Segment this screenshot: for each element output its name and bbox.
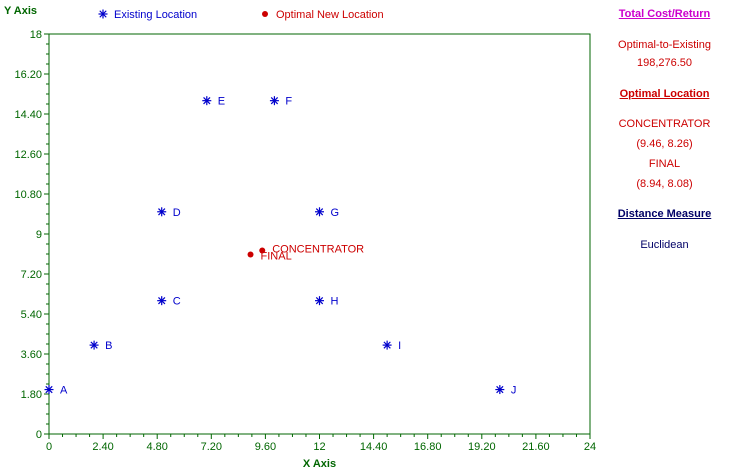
existing-point-g [315, 207, 324, 217]
x-tick-label: 19.20 [468, 441, 496, 453]
legend-optimal-label: Optimal New Location [276, 9, 384, 21]
distance-value: Euclidean [640, 239, 689, 251]
x-tick-label: 9.60 [255, 441, 276, 453]
x-tick-label: 2.40 [92, 441, 113, 453]
legend-existing-label: Existing Location [114, 9, 197, 21]
plot-frame [48, 33, 591, 435]
x-tick-label: 4.80 [146, 441, 167, 453]
point-label-final: FINAL [261, 250, 292, 262]
x-axis-label: X Axis [303, 458, 336, 470]
cost-value: 198,276.50 [636, 57, 693, 69]
y-tick-label: 3.60 [21, 349, 42, 361]
point-label-h: H [331, 296, 339, 308]
y-tick-label: 1.80 [21, 389, 42, 401]
existing-point-f [269, 96, 279, 106]
point-label-concentrator: CONCENTRATOR [272, 243, 364, 255]
y-tick-label: 7.20 [21, 269, 42, 281]
existing-point-e [202, 96, 212, 106]
x-tick-label: 7.20 [201, 441, 222, 453]
loc2-name: FINAL [648, 158, 681, 170]
x-tick-label: 0 [46, 441, 52, 453]
y-axis-label: Y Axis [4, 5, 37, 17]
point-label-c: C [173, 296, 181, 308]
side-panel: Total Cost/Return Optimal-to-Existing 19… [600, 0, 729, 474]
existing-point-i [382, 340, 392, 350]
point-label-i: I [398, 340, 401, 352]
existing-point-d [157, 207, 167, 217]
y-tick-label: 16.20 [14, 69, 42, 81]
x-tick-label: 21.60 [522, 441, 550, 453]
distance-measure-header: Distance Measure [617, 208, 712, 220]
point-label-d: D [173, 207, 181, 219]
y-tick-label: 14.40 [14, 109, 42, 121]
legend-optimal-marker [262, 11, 268, 17]
x-tick-label: 12 [313, 441, 325, 453]
cost-label: Optimal-to-Existing [618, 39, 711, 51]
point-label-g: G [331, 207, 340, 219]
optimal-location-header: Optimal Location [619, 88, 710, 100]
x-tick-label: 24 [584, 441, 596, 453]
existing-point-a [44, 385, 54, 395]
point-label-j: J [511, 385, 517, 397]
loc2-coords: (8.94, 8.08) [636, 178, 693, 190]
chart-plot: 0 2.40 4.80 7.20 9.60 12 14.40 16.80 19.20 21.60 2… [4, 5, 596, 470]
existing-point-j [495, 385, 505, 395]
optimal-point-final [247, 251, 254, 258]
loc1-name: CONCENTRATOR [618, 118, 711, 130]
point-label-e: E [218, 96, 225, 108]
legend-existing-marker [98, 9, 108, 19]
loc1-coords: (9.46, 8.26) [636, 138, 693, 150]
y-tick-label: 9 [36, 229, 42, 241]
y-tick-label: 10.80 [14, 189, 42, 201]
existing-point-h [315, 296, 324, 306]
optimal-point-concentrator [259, 247, 266, 254]
y-tick-label: 0 [36, 429, 42, 441]
point-label-f: F [285, 96, 292, 108]
x-tick-label: 14.40 [360, 441, 388, 453]
point-label-a: A [60, 385, 68, 397]
y-tick-label: 18 [30, 29, 42, 41]
y-tick-label: 5.40 [21, 309, 42, 321]
x-tick-label: 16.80 [414, 441, 442, 453]
y-tick-label: 12.60 [14, 149, 42, 161]
existing-point-b [89, 340, 99, 350]
total-cost-header: Total Cost/Return [618, 8, 711, 20]
existing-point-c [157, 296, 167, 306]
point-label-b: B [105, 340, 112, 352]
